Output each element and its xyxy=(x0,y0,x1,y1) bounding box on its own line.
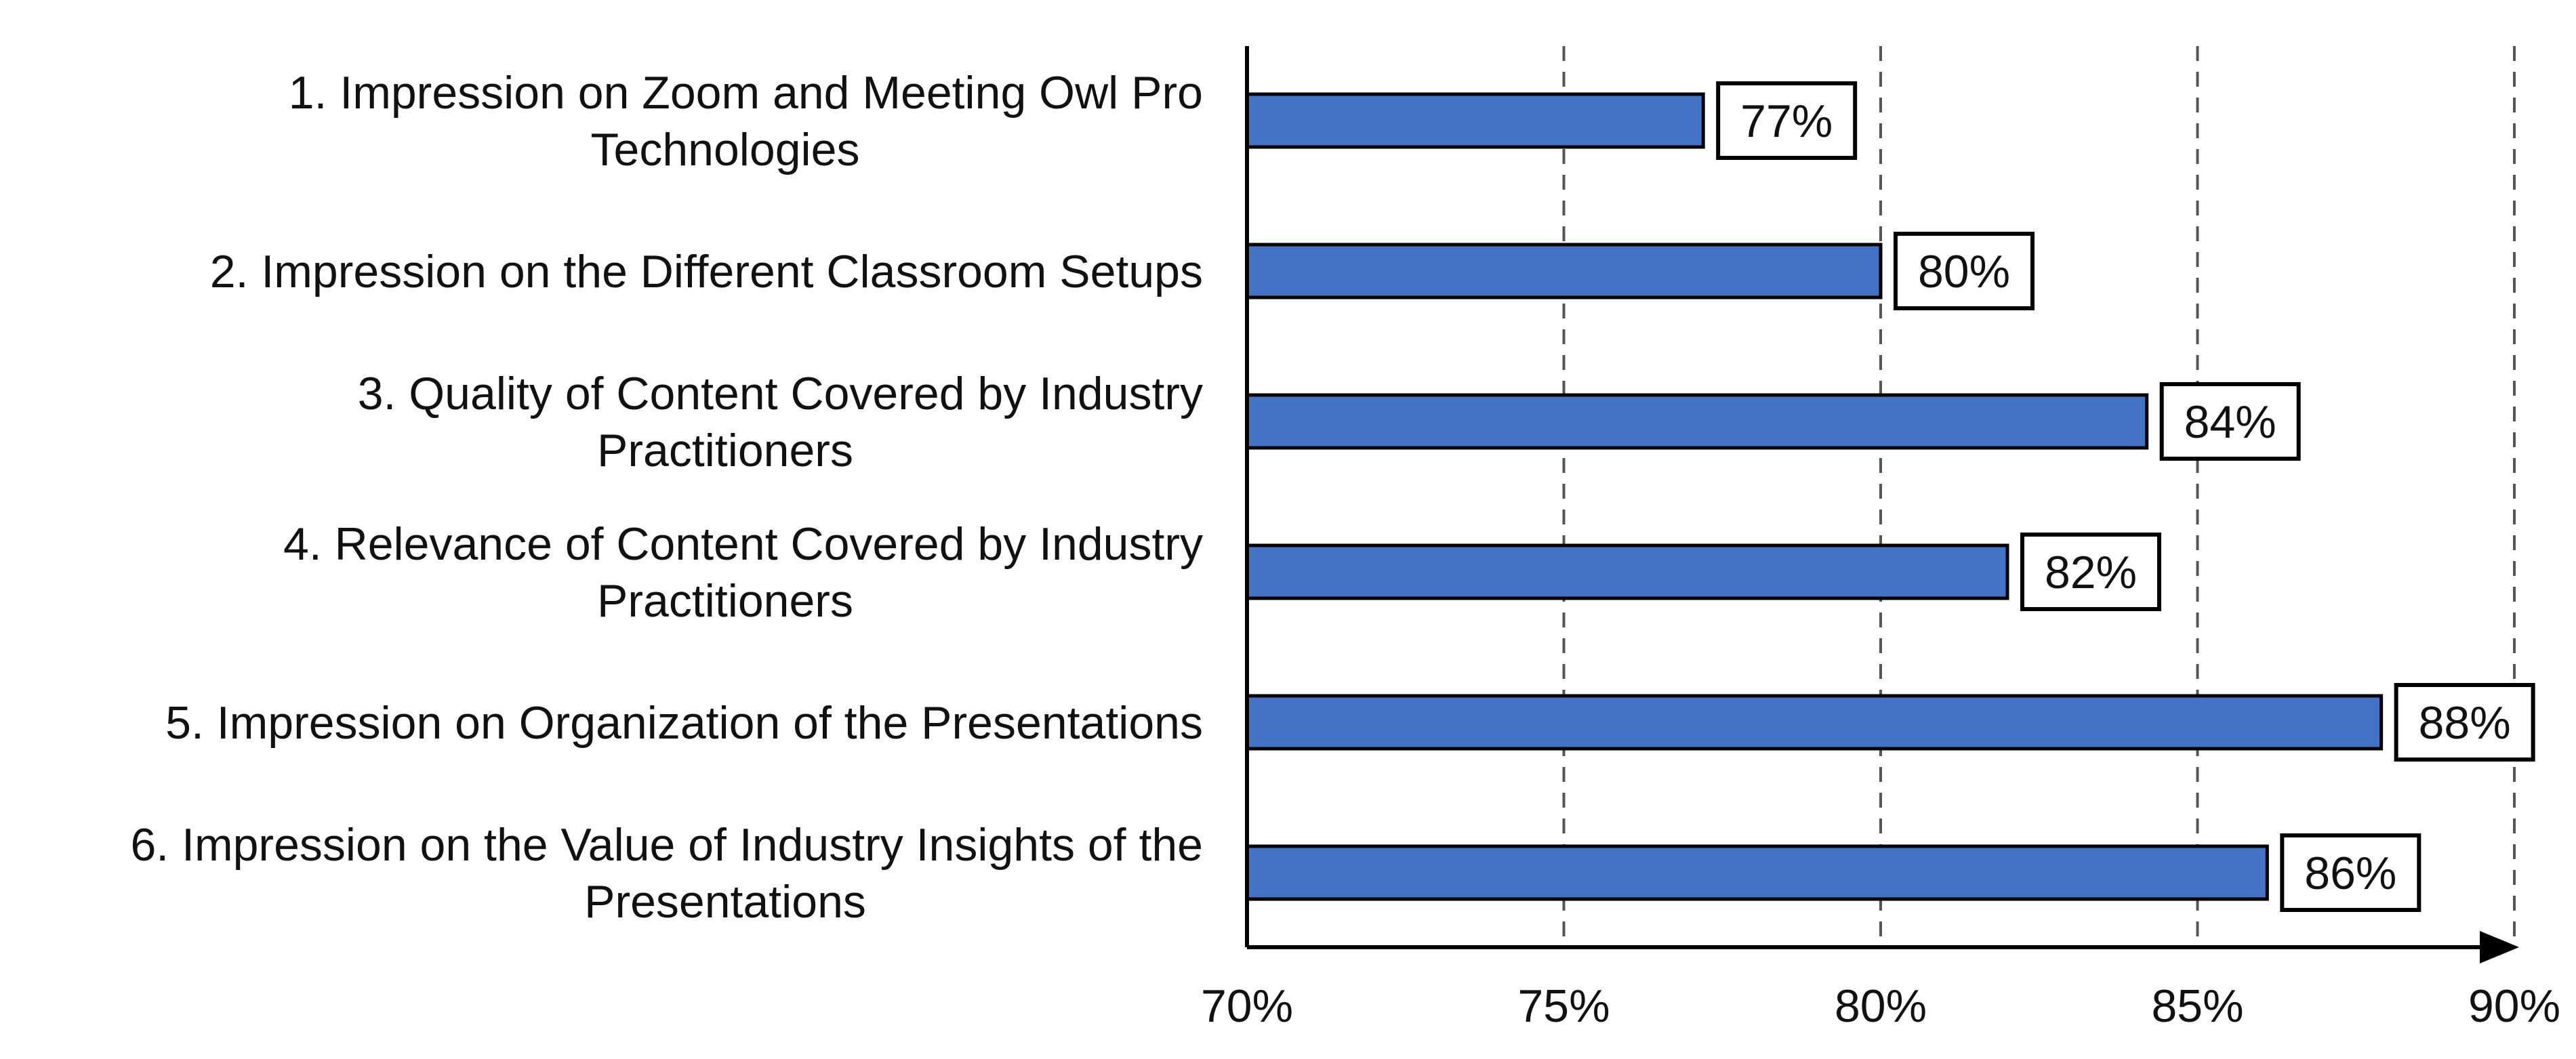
x-tick-label: 85% xyxy=(2151,980,2243,1032)
x-tick-label: 75% xyxy=(1517,980,1610,1032)
data-label: 77% xyxy=(1740,96,1833,147)
gridlines xyxy=(1562,46,2516,947)
data-label: 80% xyxy=(1918,246,2010,297)
category-label: 5. Impression on Organization of the Pre… xyxy=(165,697,1203,749)
data-label-box xyxy=(1894,232,2035,310)
x-axis-arrow xyxy=(2480,931,2519,963)
category-label: 2. Impression on the Different Classroom… xyxy=(210,246,1203,297)
category-label: 1. Impression on Zoom and Meeting Owl Pr… xyxy=(289,67,1203,119)
labels: 77% 1. Impression on Zoom and Meeting Owl… xyxy=(130,67,2560,1032)
data-label-box xyxy=(2280,833,2421,912)
x-tick-label: 90% xyxy=(2468,980,2560,1032)
data-label: 86% xyxy=(2304,848,2396,899)
data-label-box xyxy=(2159,382,2301,461)
bar xyxy=(1245,393,2149,450)
axes xyxy=(1245,46,2519,963)
bar xyxy=(1245,92,1705,149)
category-label: Practitioners xyxy=(597,575,853,627)
data-label-box xyxy=(2020,533,2161,611)
category-label: Presentations xyxy=(584,876,866,928)
category-label: Practitioners xyxy=(597,425,853,476)
bar xyxy=(1245,694,2384,751)
bar xyxy=(1245,243,1883,299)
bar xyxy=(1245,543,2009,600)
data-label: 88% xyxy=(2419,697,2511,749)
category-label: 6. Impression on the Value of Industry I… xyxy=(130,819,1203,871)
data-label: 84% xyxy=(2184,396,2276,448)
bar xyxy=(1245,844,2269,901)
category-label: Technologies xyxy=(591,124,860,175)
x-tick-label: 80% xyxy=(1835,980,1927,1032)
x-tick-label: 70% xyxy=(1201,980,1293,1032)
data-label-box xyxy=(2394,683,2535,762)
data-label-box xyxy=(1716,81,1858,160)
category-label: 4. Relevance of Content Covered by Indus… xyxy=(283,518,1203,570)
bars xyxy=(1245,92,2384,901)
category-label: 3. Quality of Content Covered by Industr… xyxy=(358,368,1203,419)
data-label: 82% xyxy=(2045,547,2137,598)
